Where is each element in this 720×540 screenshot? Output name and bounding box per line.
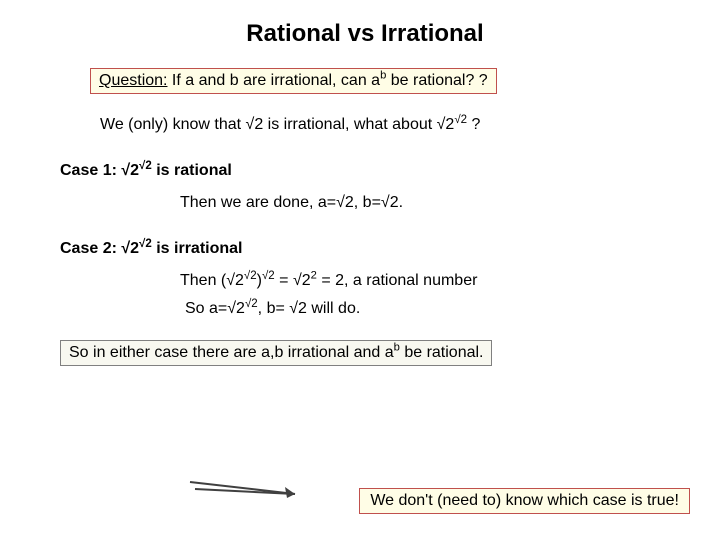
case1-head-b: is rational [152,162,232,179]
case2-head-exp: √2 [139,238,152,250]
case2-body-d: = 2, a rational number [317,272,478,289]
intro-line-exp: √2 [454,114,467,126]
case1-heading: Case 1: √2√2 is rational [60,162,680,180]
question-box: Question: If a and b are irrational, can… [90,68,497,94]
case2-body: Then (√2√2)√2 = √22 = 2, a rational numb… [180,272,680,290]
case2-so-b: , b= √2 will do. [258,300,361,317]
question-text-after: be rational? ? [386,72,487,89]
intro-line-b: ? [467,116,480,133]
case2-body-exp2: √2 [262,270,275,282]
case2-head-b: is irrational [152,240,243,257]
case2-so-a: So a=√2 [185,300,245,317]
intro-line-a: We (only) know that √2 is irrational, wh… [100,116,454,133]
case1-body: Then we are done, a=√2, b=√2. [180,194,680,212]
case2-body-a: Then (√2 [180,272,244,289]
case2-body-exp1: √2 [244,270,257,282]
slide-title: Rational vs Irrational [50,20,680,48]
case1-head-a: Case 1: √2 [60,162,139,179]
question-label: Question: [99,72,167,89]
conclusion-b: be rational. [400,344,484,361]
conclusion-box: So in either case there are a,b irration… [60,340,492,366]
case1-head-exp: √2 [139,160,152,172]
arrow-icon [185,474,315,504]
case2-heading: Case 2: √2√2 is irrational [60,240,680,258]
case2-head-a: Case 2: √2 [60,240,139,257]
intro-line: We (only) know that √2 is irrational, wh… [100,116,680,134]
final-note-box: We don't (need to) know which case is tr… [359,488,690,514]
case2-body-c: = √2 [275,272,311,289]
case2-so: So a=√2√2, b= √2 will do. [185,300,680,318]
conclusion-a: So in either case there are a,b irration… [69,344,394,361]
question-text-before: If a and b are irrational, can a [167,72,380,89]
case2-so-exp: √2 [245,298,258,310]
